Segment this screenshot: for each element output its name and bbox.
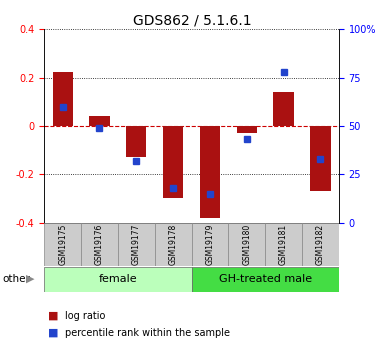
Bar — [192, 267, 339, 292]
Text: GSM19176: GSM19176 — [95, 224, 104, 265]
Bar — [155, 223, 192, 266]
Bar — [273, 92, 294, 126]
Bar — [192, 223, 228, 266]
Text: GSM19179: GSM19179 — [206, 224, 214, 265]
Bar — [44, 223, 81, 266]
Text: ■: ■ — [48, 328, 59, 338]
Bar — [44, 267, 192, 292]
Text: GSM19181: GSM19181 — [279, 224, 288, 265]
Text: GSM19178: GSM19178 — [169, 224, 177, 265]
Bar — [53, 71, 73, 126]
Bar — [81, 223, 118, 266]
Bar — [163, 126, 183, 198]
Text: GSM19177: GSM19177 — [132, 224, 141, 265]
Text: ▶: ▶ — [26, 274, 35, 284]
Text: log ratio: log ratio — [65, 311, 106, 321]
Bar — [302, 223, 339, 266]
Text: GSM19175: GSM19175 — [58, 224, 67, 265]
Text: ■: ■ — [48, 311, 59, 321]
Bar — [118, 223, 155, 266]
Text: percentile rank within the sample: percentile rank within the sample — [65, 328, 231, 338]
Bar — [228, 223, 265, 266]
Text: GSM19180: GSM19180 — [242, 224, 251, 265]
Bar — [200, 126, 220, 218]
Bar — [265, 223, 302, 266]
Text: GH-treated male: GH-treated male — [219, 274, 312, 284]
Text: female: female — [99, 274, 137, 284]
Bar — [237, 126, 257, 133]
Bar — [126, 126, 146, 157]
Text: GSM19182: GSM19182 — [316, 224, 325, 265]
Bar — [310, 126, 330, 191]
Bar — [89, 116, 110, 126]
Text: other: other — [2, 274, 30, 284]
Text: GDS862 / 5.1.6.1: GDS862 / 5.1.6.1 — [133, 14, 252, 28]
